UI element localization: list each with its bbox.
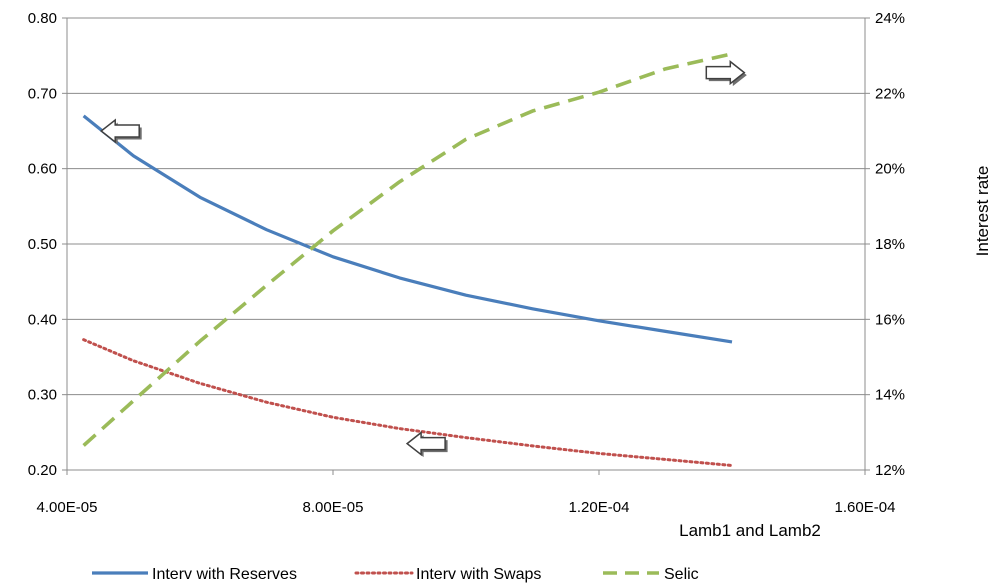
legend-item-selic: Selic	[603, 566, 699, 583]
left-y-tick-label: 0.70	[28, 85, 57, 102]
grid-lines	[67, 17, 865, 471]
left-y-tick-label: 0.40	[28, 311, 57, 328]
series-line-interv-with-reserves	[82, 114, 733, 344]
x-tick-label: 4.00E-05	[37, 499, 98, 516]
arrow-right-icon	[705, 60, 747, 87]
legend-label: Selic	[664, 566, 699, 583]
x-tick-label: 8.00E-05	[303, 499, 364, 516]
right-y-tick-label: 16%	[875, 311, 905, 328]
legend-item-interv-with-swaps: Interv with Swaps	[354, 566, 541, 583]
right-y-tick-label: 14%	[875, 387, 905, 404]
right-y-tick-label: 18%	[875, 236, 905, 253]
left-y-tick-label: 0.80	[28, 10, 57, 27]
series-lines	[82, 52, 734, 467]
right-y-tick-label: 12%	[875, 462, 905, 479]
series-line-interv-with-swaps	[82, 338, 734, 467]
legend-label: Interv with Reserves	[152, 566, 297, 583]
right-y-tick-labels: 12% 14% 16% 18% 20% 22% 24%	[875, 10, 905, 479]
legend-item-interv-with-reserves: Interv with Reserves	[92, 566, 297, 583]
right-y-tick-label: 20%	[875, 161, 905, 178]
axis-arrows	[99, 60, 747, 458]
legend: Interv with Reserves Interv with Swaps Sel…	[92, 566, 699, 583]
x-axis-title: Lamb1 and Lamb2	[679, 521, 821, 540]
x-tick-label: 1.60E-04	[835, 499, 896, 516]
x-tick-label: 1.20E-04	[569, 499, 630, 516]
right-y-tick-label: 24%	[875, 10, 905, 27]
left-y-tick-label: 0.30	[28, 387, 57, 404]
legend-label: Interv with Swaps	[416, 566, 541, 583]
axes	[62, 17, 870, 475]
left-y-tick-label: 0.50	[28, 236, 57, 253]
right-y-axis-title: Interest rate	[973, 166, 992, 257]
right-y-tick-label: 22%	[875, 85, 905, 102]
left-y-tick-label: 0.60	[28, 161, 57, 178]
arrow-left-icon	[99, 118, 142, 145]
x-tick-labels: 4.00E-05 8.00E-05 1.20E-04 1.60E-04	[37, 499, 896, 516]
series-line-selic	[82, 52, 733, 447]
left-y-tick-labels: 0.20 0.30 0.40 0.50 0.60 0.70 0.80	[28, 10, 57, 479]
arrow-left-icon	[405, 431, 448, 458]
left-y-tick-label: 0.20	[28, 462, 57, 479]
